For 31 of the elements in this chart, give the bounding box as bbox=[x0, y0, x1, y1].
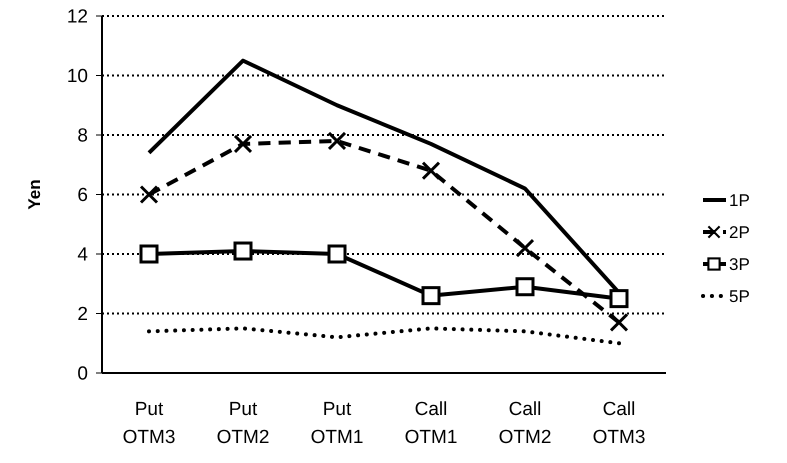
x-tick-label: Put OTM2 bbox=[216, 399, 270, 448]
y-tick-label: 8 bbox=[77, 126, 88, 147]
point bbox=[234, 242, 252, 261]
legend-label: 1P bbox=[729, 190, 750, 210]
point bbox=[610, 312, 628, 332]
x-tick-label: Put OTM1 bbox=[310, 399, 364, 448]
point bbox=[422, 286, 440, 306]
y-tick-label: 4 bbox=[77, 244, 88, 266]
x-tick-label: Put OTM3 bbox=[122, 399, 176, 448]
legend-label: 2P bbox=[729, 222, 750, 242]
x-tick-label: Call OTM3 bbox=[592, 399, 646, 448]
point bbox=[516, 277, 534, 296]
point bbox=[516, 238, 534, 258]
x-tick-label: Call OTM2 bbox=[498, 399, 552, 448]
y-tick-label: 0 bbox=[77, 364, 88, 385]
point bbox=[422, 161, 440, 180]
y-tick-label: 2 bbox=[77, 304, 88, 326]
legend-label: 5P bbox=[729, 286, 750, 306]
legend-label: 3P bbox=[729, 254, 750, 274]
line-series bbox=[147, 326, 621, 346]
point bbox=[234, 134, 252, 154]
x-tick-label: Call OTM1 bbox=[404, 399, 458, 448]
point bbox=[328, 244, 346, 264]
point bbox=[140, 185, 158, 204]
point bbox=[328, 131, 346, 150]
y-tick-label: 6 bbox=[77, 185, 88, 206]
y-tick-label: 10 bbox=[66, 66, 88, 88]
point bbox=[140, 244, 158, 264]
point bbox=[610, 289, 628, 308]
y-tick-label: 12 bbox=[66, 6, 88, 28]
y-axis-title: Yen bbox=[25, 179, 44, 210]
